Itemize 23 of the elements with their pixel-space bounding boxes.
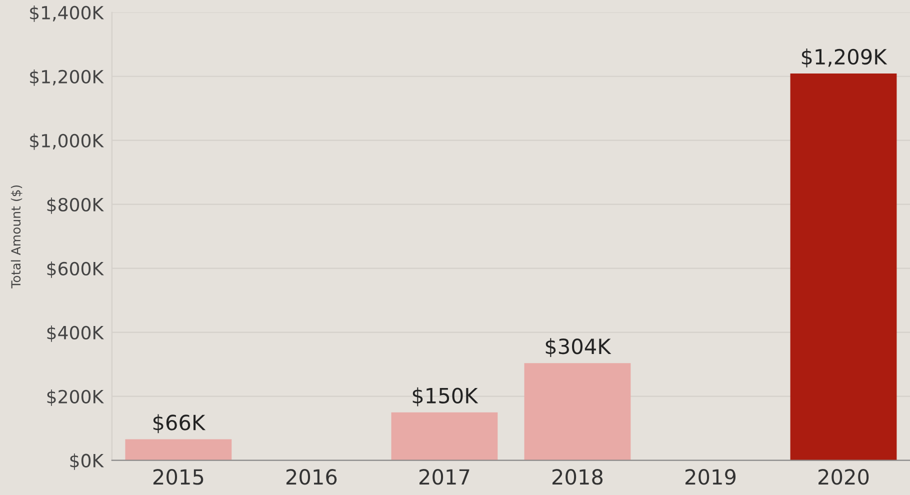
bar	[391, 412, 498, 460]
data-label: $304K	[546, 338, 612, 358]
y-tick-label: $1,200K	[30, 70, 104, 86]
x-tick-label: 2015	[153, 469, 204, 485]
data-label: $66K	[153, 414, 206, 434]
bar	[524, 363, 631, 460]
bar	[125, 439, 232, 460]
y-axis-title: Total Amount ($)	[10, 185, 22, 288]
data-label: $1,209K	[802, 48, 888, 68]
y-tick-label: $400K	[47, 325, 104, 342]
y-tick-label: $1,000K	[30, 134, 104, 150]
data-label: $150K	[412, 387, 478, 406]
y-tick-label: $1,400K	[30, 6, 104, 22]
x-tick-label: 2019	[686, 469, 736, 485]
x-tick-label: 2017	[419, 469, 470, 485]
y-tick-label: $0K	[70, 453, 104, 470]
bar	[790, 73, 897, 460]
x-tick-label: 2020	[818, 469, 869, 485]
x-tick-label: 2016	[286, 469, 337, 485]
x-tick-label: 2018	[552, 469, 603, 485]
y-tick-label: $800K	[47, 198, 104, 214]
y-tick-label: $600K	[47, 262, 104, 278]
y-tick-label: $200K	[47, 389, 104, 406]
